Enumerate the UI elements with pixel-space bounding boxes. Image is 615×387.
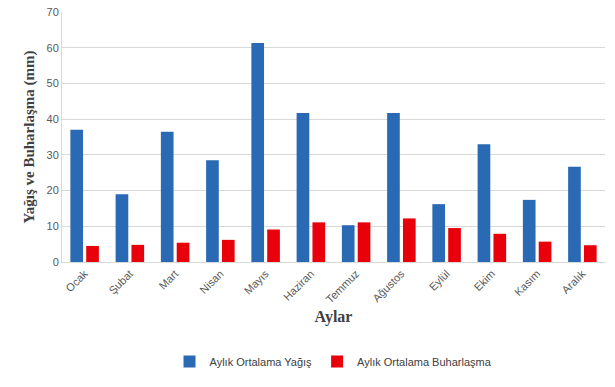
svg-text:Ekim: Ekim bbox=[471, 268, 497, 294]
svg-text:Eylül: Eylül bbox=[427, 268, 452, 293]
svg-text:Mayıs: Mayıs bbox=[242, 267, 272, 297]
svg-text:Aylık Ortalama Buharlaşma: Aylık Ortalama Buharlaşma bbox=[357, 356, 492, 368]
svg-text:Aylar: Aylar bbox=[315, 308, 353, 326]
svg-text:Aylık Ortalama Yağış: Aylık Ortalama Yağış bbox=[210, 356, 313, 368]
svg-text:70: 70 bbox=[47, 6, 59, 18]
svg-text:40: 40 bbox=[47, 113, 59, 125]
svg-text:Ağustos: Ağustos bbox=[370, 267, 407, 304]
svg-text:20: 20 bbox=[47, 184, 59, 196]
svg-text:Nisan: Nisan bbox=[197, 268, 225, 296]
svg-text:Temmuz: Temmuz bbox=[324, 268, 362, 306]
svg-text:Yağış ve Buharlaşma (mm): Yağış ve Buharlaşma (mm) bbox=[21, 51, 38, 224]
svg-text:0: 0 bbox=[53, 256, 59, 268]
svg-text:10: 10 bbox=[47, 220, 59, 232]
svg-text:Aralık: Aralık bbox=[559, 267, 588, 296]
svg-text:60: 60 bbox=[47, 42, 59, 54]
svg-text:50: 50 bbox=[47, 77, 59, 89]
svg-text:Mart: Mart bbox=[156, 268, 180, 292]
svg-text:Kasım: Kasım bbox=[512, 268, 543, 299]
svg-text:30: 30 bbox=[47, 149, 59, 161]
svg-text:Şubat: Şubat bbox=[106, 268, 135, 297]
svg-text:Ocak: Ocak bbox=[63, 267, 90, 294]
svg-text:Haziran: Haziran bbox=[281, 268, 316, 303]
